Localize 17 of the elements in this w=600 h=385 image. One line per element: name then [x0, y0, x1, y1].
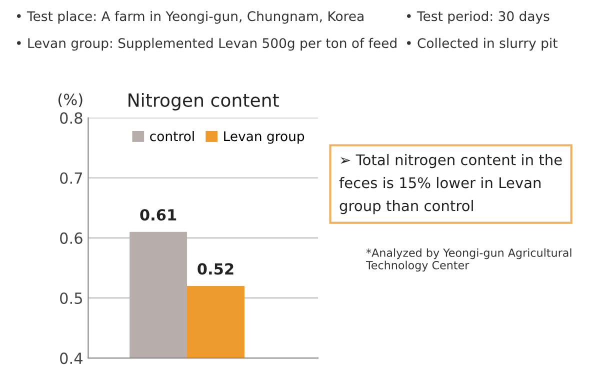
legend-label: control — [150, 131, 194, 142]
text: • Test period: 30 days — [406, 10, 550, 24]
y-tick-label: 0.7 — [60, 172, 82, 184]
text: • Collected in slurry pit — [406, 38, 558, 51]
y-tick-label: 0.8 — [60, 112, 82, 124]
text: *Analyzed by Yeongi-gun Agricultural Technology Center — [366, 248, 572, 272]
text: • Test place: A farm in Yeongi-gun, Chungnam, Korea — [16, 10, 364, 24]
text: ➢ Total nitrogen content in the feces is 15% lower in Levan group than control — [339, 154, 562, 214]
y-tick-label: 0.5 — [60, 292, 82, 304]
chart-title: Nitrogen content — [128, 92, 279, 110]
data-label: 0.61 — [140, 209, 176, 221]
y-tick-label: 0.4 — [60, 352, 82, 364]
y-axis-title: (%) — [58, 93, 82, 108]
text: • Levan group: Supplemented Levan 500g per ton of feed — [16, 38, 396, 51]
data-label: 0.52 — [198, 263, 234, 275]
legend-label: Levan group — [224, 131, 304, 144]
y-tick-label: 0.6 — [60, 232, 82, 244]
